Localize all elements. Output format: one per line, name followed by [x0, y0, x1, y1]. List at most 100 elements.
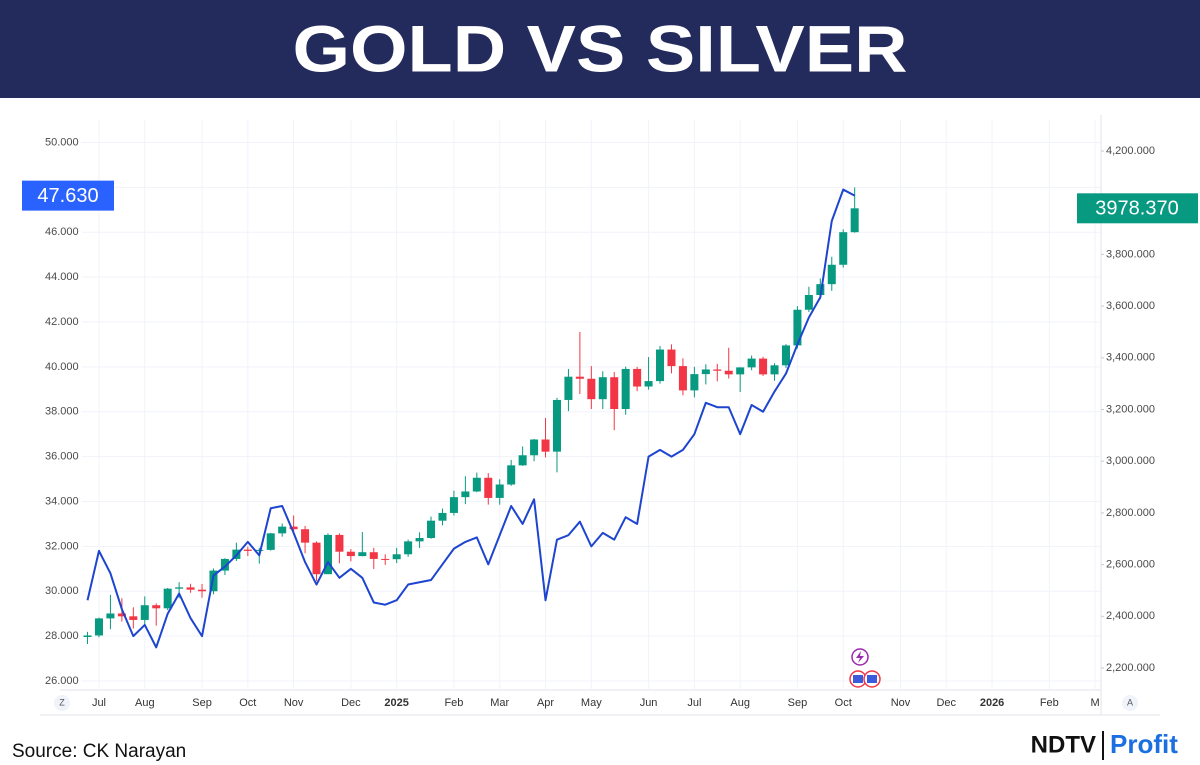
- candle-body: [209, 570, 218, 592]
- candle-body: [850, 208, 859, 233]
- candle-body: [804, 295, 813, 310]
- logo-left: NDTV: [1031, 731, 1096, 758]
- marks: [83, 187, 859, 649]
- x-tick-label: Sep: [192, 697, 212, 709]
- y-tick-label: 30.000: [45, 585, 79, 597]
- candle-body: [793, 309, 802, 346]
- candle-body: [255, 549, 264, 551]
- event-icon-glyph: [856, 651, 864, 663]
- candle-body: [564, 376, 573, 400]
- y-tick-label: 40.000: [45, 361, 79, 373]
- candle-body: [747, 358, 756, 368]
- event-flag: [867, 675, 877, 683]
- candle-body: [701, 369, 710, 375]
- candle-body: [346, 551, 355, 557]
- candle-body: [186, 587, 195, 590]
- candle-body: [759, 358, 768, 375]
- y-tick-label: 44.000: [45, 271, 79, 283]
- candle-body: [323, 534, 332, 575]
- axis-button-label: Z: [59, 697, 65, 707]
- candle-body: [415, 538, 424, 542]
- candle-body: [94, 618, 103, 636]
- candle-body: [163, 588, 172, 609]
- x-tick-label: Mar: [490, 697, 509, 709]
- candle-body: [438, 512, 447, 521]
- x-tick-label: M: [1091, 697, 1100, 709]
- axis-button: [54, 695, 70, 711]
- y-tick-label: 42.000: [45, 316, 79, 328]
- candle-body: [530, 439, 539, 456]
- y-tick-label: 36.000: [45, 451, 79, 463]
- candle-body: [621, 368, 630, 410]
- x-tick-label: 2026: [980, 697, 1004, 709]
- x-tick-label: Nov: [891, 697, 911, 709]
- candle-body: [427, 520, 436, 538]
- candle-body: [724, 370, 733, 375]
- candle-body: [667, 349, 676, 367]
- x-tick-label: May: [581, 697, 602, 709]
- candle-body: [175, 587, 184, 589]
- y2-tick-label: 2,200.000: [1106, 662, 1155, 674]
- line-series: [86, 188, 856, 649]
- x-tick-label: Jun: [640, 697, 658, 709]
- x-tick-label: Dec: [341, 697, 361, 709]
- x-tick-label: Jul: [687, 697, 701, 709]
- candle-body: [633, 368, 642, 387]
- candle-body: [381, 558, 390, 560]
- y-tick-label: 46.000: [45, 226, 79, 238]
- candle-body: [678, 366, 687, 391]
- candle-body: [369, 552, 378, 559]
- last-value-label: 47.630: [37, 185, 98, 207]
- axis-button-label: A: [1127, 697, 1133, 707]
- candle-body: [243, 549, 252, 551]
- x-tick-label: Aug: [135, 697, 155, 709]
- x-tick-label: Sep: [788, 697, 808, 709]
- candle-body: [129, 616, 138, 620]
- y-tick-label: 50.000: [45, 136, 79, 148]
- candle-body: [198, 589, 207, 592]
- x-tick-label: Apr: [537, 697, 554, 709]
- candle-body: [518, 455, 527, 466]
- header-band: [0, 0, 1200, 98]
- candle-body: [392, 554, 401, 560]
- y-tick-label: 34.000: [45, 495, 79, 507]
- y2-tick-label: 3,800.000: [1106, 248, 1155, 260]
- candle-body: [472, 477, 481, 492]
- labels: 26.000 28.000 30.000 32.000 34.000 36.000 38.0…: [22, 136, 1198, 711]
- candle-body: [152, 605, 161, 609]
- candle-body: [839, 232, 848, 265]
- candle-body: [495, 484, 504, 498]
- x-tick-label: Nov: [284, 697, 304, 709]
- candle-body: [781, 345, 790, 366]
- x-tick-label: Feb: [1040, 697, 1059, 709]
- candle-body: [140, 605, 149, 620]
- x-tick-label: Oct: [835, 697, 852, 709]
- x-tick-label: 2025: [384, 697, 408, 709]
- candle-body: [656, 349, 665, 382]
- candle-body: [552, 399, 561, 452]
- candle-body: [220, 558, 229, 571]
- y2-tick-label: 2,400.000: [1106, 610, 1155, 622]
- candle-body: [289, 526, 298, 530]
- event-icons: [849, 648, 881, 688]
- y-tick-label: 26.000: [45, 675, 79, 687]
- y2-tick-label: 3,600.000: [1106, 300, 1155, 312]
- y2-tick-label: 2,600.000: [1106, 559, 1155, 571]
- y2-tick-label: 3,200.000: [1106, 403, 1155, 415]
- candle-body: [575, 376, 584, 379]
- candle-body: [358, 552, 367, 557]
- x-tick-label: Jul: [92, 697, 106, 709]
- candle-body: [301, 529, 310, 543]
- axis-button: [1122, 695, 1138, 711]
- y2-tick-label: 2,800.000: [1106, 507, 1155, 519]
- y2-tick-label: 3,000.000: [1106, 455, 1155, 467]
- candle-body: [816, 284, 825, 296]
- chart-title: GOLD VS SILVER: [293, 11, 908, 85]
- candle-body: [644, 381, 653, 387]
- y-tick-label: 38.000: [45, 406, 79, 418]
- candle-body: [610, 377, 619, 410]
- candle-body: [587, 378, 596, 400]
- last-value-label: 3978.370: [1095, 198, 1178, 220]
